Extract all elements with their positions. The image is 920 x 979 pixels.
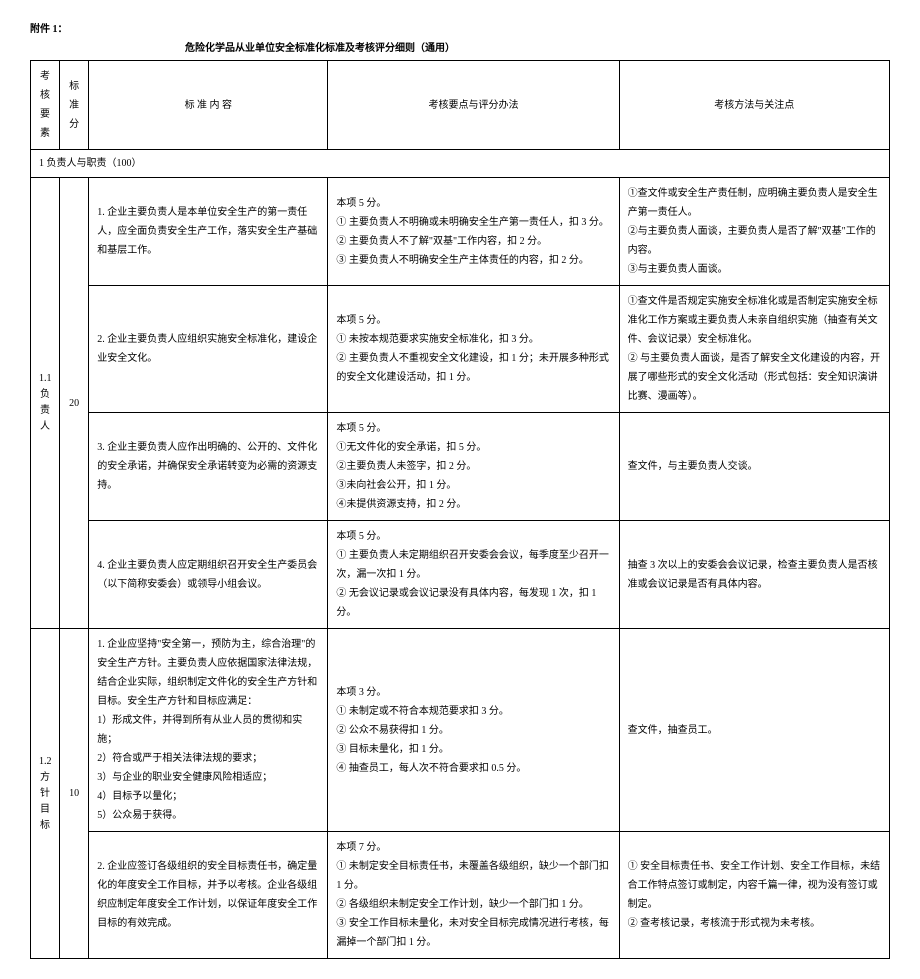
cell-points: 本项 3 分。① 未制定或不符合本规范要求扣 3 分。② 公众不易获得扣 1 分… (328, 629, 619, 832)
cell-content: 4. 企业主要负责人应定期组织召开安全生产委员会（以下简称安委会）或领导小组会议… (89, 521, 328, 629)
attachment-label: 附件 1： (30, 20, 890, 35)
header-content: 标 准 内 容 (89, 61, 328, 150)
section-1-title: 1 负责人与职责（100） (31, 150, 890, 178)
cell-points: 本项 5 分。① 主要负责人不明确或未明确安全生产第一责任人，扣 3 分。② 主… (328, 178, 619, 286)
group-1-2-name-a: 方针 (39, 770, 51, 802)
cell-method: ①查文件是否规定实施安全标准化或是否制定实施安全标准化工作方案或主要负责人未亲自… (619, 286, 889, 413)
section-1-header: 1 负责人与职责（100） (31, 150, 890, 178)
cell-points: 本项 5 分。① 未按本规范要求实施安全标准化，扣 3 分。② 主要负责人不重视… (328, 286, 619, 413)
cell-method: ①查文件或安全生产责任制，应明确主要负责人是安全生产第一责任人。②与主要负责人面… (619, 178, 889, 286)
cell-points: 本项 5 分。① 主要负责人未定期组织召开安委会会议，每季度至少召开一次，漏一次… (328, 521, 619, 629)
header-method: 考核方法与关注点 (619, 61, 889, 150)
group-1-1-name-a: 负责 (39, 387, 51, 419)
document-title: 危险化学品从业单位安全标准化标准及考核评分细则（通用） (150, 39, 490, 54)
table-row: 4. 企业主要负责人应定期组织召开安全生产委员会（以下简称安委会）或领导小组会议… (31, 521, 890, 629)
table-row: 1.1 负责 人 20 1. 企业主要负责人是本单位安全生产的第一责任人，应全面… (31, 178, 890, 286)
cell-method: 查文件，与主要负责人交谈。 (619, 413, 889, 521)
group-1-1-label: 1.1 负责 人 (31, 178, 60, 629)
group-1-1-code: 1.1 (39, 371, 51, 387)
cell-content: 2. 企业应签订各级组织的安全目标责任书，确定量化的年度安全工作目标，并予以考核… (89, 832, 328, 959)
cell-method: 查文件，抽查员工。 (619, 629, 889, 832)
cell-method: ① 安全目标责任书、安全工作计划、安全工作目标，未结合工作特点签订或制定，内容千… (619, 832, 889, 959)
cell-content: 2. 企业主要负责人应组织实施安全标准化，建设企业安全文化。 (89, 286, 328, 413)
table-row: 3. 企业主要负责人应作出明确的、公开的、文件化的安全承诺，并确保安全承诺转变为… (31, 413, 890, 521)
header-score: 标准 分 (60, 61, 89, 150)
header-element: 考 核 要 素 (31, 61, 60, 150)
cell-content: 3. 企业主要负责人应作出明确的、公开的、文件化的安全承诺，并确保安全承诺转变为… (89, 413, 328, 521)
group-1-1-name-b: 人 (39, 419, 51, 435)
cell-content: 1. 企业应坚持"安全第一，预防为主，综合治理"的安全生产方针。主要负责人应依据… (89, 629, 328, 832)
table-row: 1.2 方针 目标 10 1. 企业应坚持"安全第一，预防为主，综合治理"的安全… (31, 629, 890, 832)
cell-method: 抽查 3 次以上的安委会会议记录，检查主要负责人是否核准或会议记录是否有具体内容… (619, 521, 889, 629)
cell-points: 本项 5 分。①无文件化的安全承诺，扣 5 分。②主要负责人未签字，扣 2 分。… (328, 413, 619, 521)
cell-content: 1. 企业主要负责人是本单位安全生产的第一责任人，应全面负责安全生产工作，落实安… (89, 178, 328, 286)
group-1-1-score: 20 (60, 178, 89, 629)
cell-points: 本项 7 分。① 未制定安全目标责任书，未覆盖各级组织，缺少一个部门扣 1 分。… (328, 832, 619, 959)
group-1-2-label: 1.2 方针 目标 (31, 629, 60, 959)
group-1-2-score: 10 (60, 629, 89, 959)
group-1-2-code: 1.2 (39, 754, 51, 770)
assessment-table: 考 核 要 素 标准 分 标 准 内 容 考核要点与评分办法 考核方法与关注点 … (30, 60, 890, 959)
table-header-row: 考 核 要 素 标准 分 标 准 内 容 考核要点与评分办法 考核方法与关注点 (31, 61, 890, 150)
header-points: 考核要点与评分办法 (328, 61, 619, 150)
table-row: 2. 企业主要负责人应组织实施安全标准化，建设企业安全文化。 本项 5 分。① … (31, 286, 890, 413)
group-1-2-name-b: 目标 (39, 802, 51, 834)
table-row: 2. 企业应签订各级组织的安全目标责任书，确定量化的年度安全工作目标，并予以考核… (31, 832, 890, 959)
